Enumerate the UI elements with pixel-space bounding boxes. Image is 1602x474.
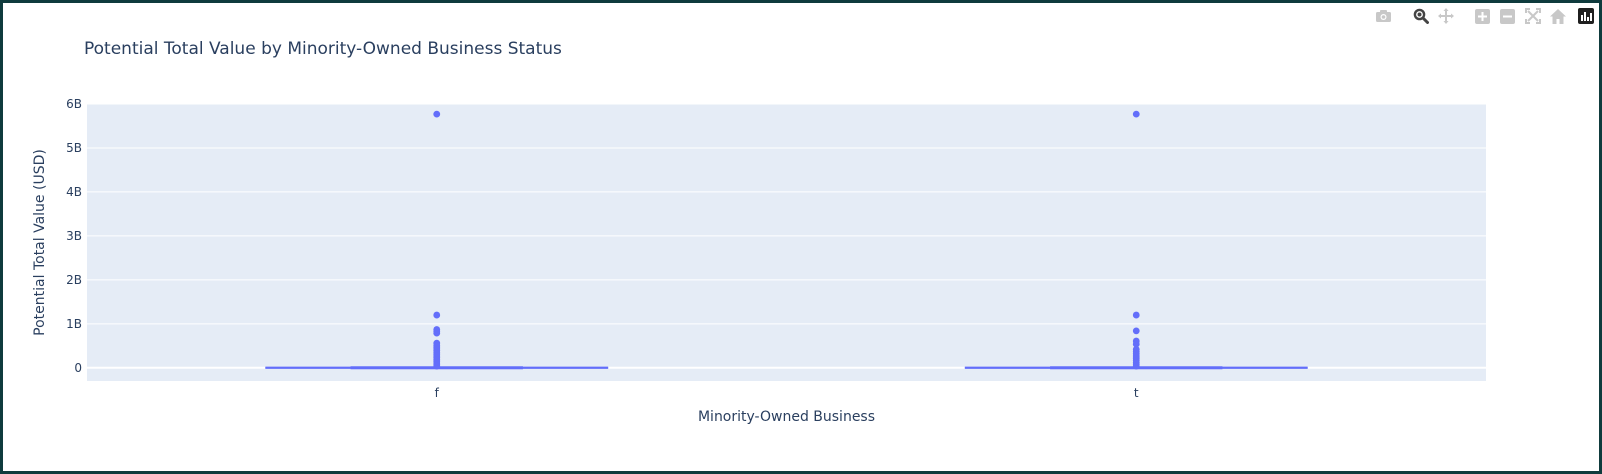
box-traces[interactable] xyxy=(265,110,1308,370)
y-tick-label: 4B xyxy=(66,185,82,199)
y-tick-label: 0 xyxy=(74,361,82,375)
autoscale-icon[interactable] xyxy=(1522,6,1543,26)
y-axis-ticks: 0 1B 2B 3B 4B 5B 6B xyxy=(66,97,82,375)
x-tick-label: f xyxy=(435,386,440,400)
y-tick-label: 1B xyxy=(66,317,82,331)
y-tick-label: 5B xyxy=(66,141,82,155)
box-trace-f[interactable] xyxy=(265,110,609,370)
outlier-point[interactable] xyxy=(1132,311,1140,319)
y-tick-label: 2B xyxy=(66,273,82,287)
box-trace-t[interactable] xyxy=(964,110,1308,370)
outlier-point[interactable] xyxy=(1132,362,1140,370)
modebar xyxy=(1373,6,1594,26)
zoom-icon[interactable] xyxy=(1410,6,1431,26)
x-tick-label: t xyxy=(1134,386,1139,400)
pan-icon[interactable] xyxy=(1435,6,1456,26)
camera-icon[interactable] xyxy=(1373,6,1394,26)
outlier-point[interactable] xyxy=(1132,110,1140,118)
y-axis-title: Potential Total Value (USD) xyxy=(32,149,48,336)
plot-area[interactable] xyxy=(87,104,1486,381)
outlier-point[interactable] xyxy=(1132,340,1140,348)
y-tick-label: 6B xyxy=(66,97,82,111)
reset-axes-icon[interactable] xyxy=(1547,6,1568,26)
outlier-point[interactable] xyxy=(433,329,441,337)
outlier-point[interactable] xyxy=(433,110,441,118)
chart-title: Potential Total Value by Minority-Owned … xyxy=(84,39,562,59)
y-tick-label: 3B xyxy=(66,229,82,243)
zoom-out-icon[interactable] xyxy=(1497,6,1518,26)
outlier-point[interactable] xyxy=(433,311,441,319)
outlier-point[interactable] xyxy=(1132,327,1140,335)
zoom-in-icon[interactable] xyxy=(1472,6,1493,26)
outlier-point[interactable] xyxy=(433,362,441,370)
x-axis-title: Minority-Owned Business xyxy=(698,409,875,425)
plotly-logo-icon[interactable] xyxy=(1578,8,1594,24)
